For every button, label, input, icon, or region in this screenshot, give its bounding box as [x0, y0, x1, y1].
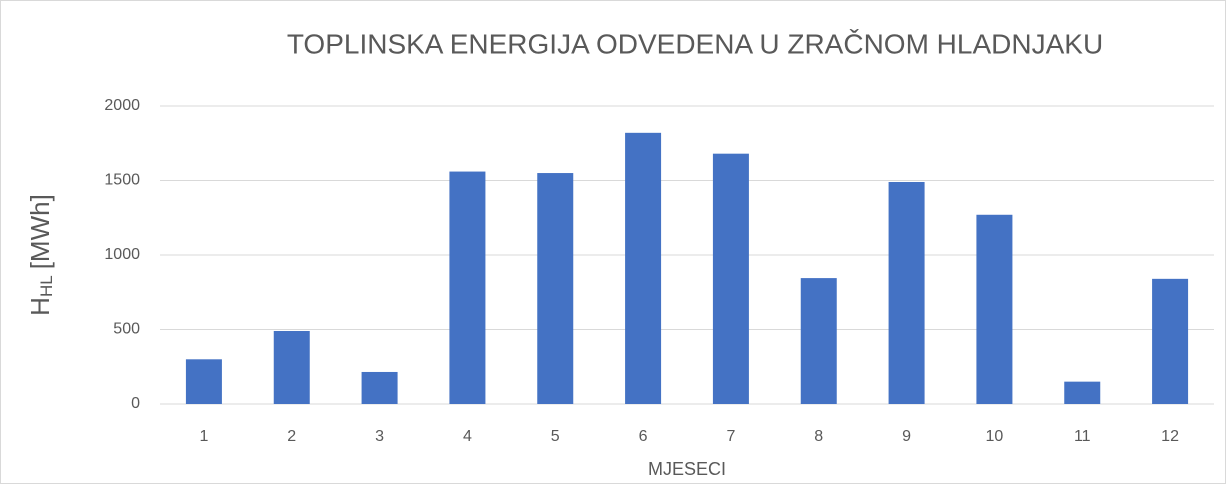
x-tick-label: 11	[1074, 428, 1091, 445]
bar	[537, 173, 574, 404]
x-tick-label: 3	[375, 428, 384, 445]
bar	[712, 153, 749, 404]
x-tick-label: 2	[287, 428, 296, 445]
bar	[273, 330, 310, 404]
bar	[1064, 381, 1101, 404]
x-tick-label: 10	[986, 428, 1004, 445]
y-tick-label: 2000	[104, 97, 140, 114]
bar	[449, 171, 486, 404]
chart-title: TOPLINSKA ENERGIJA ODVEDENA U ZRAČNOM HL…	[287, 28, 1103, 59]
y-tick-label: 500	[113, 321, 140, 338]
y-tick-label: 1500	[104, 172, 140, 189]
x-tick-label: 12	[1161, 428, 1179, 445]
bar	[185, 359, 222, 404]
x-tick-label: 4	[463, 428, 472, 445]
x-tick-label: 7	[726, 428, 735, 445]
x-axis-title: MJESECI	[648, 459, 726, 479]
bar	[361, 371, 398, 404]
bar	[976, 214, 1013, 404]
x-tick-label: 8	[814, 428, 823, 445]
y-axis-unit: [MWh]	[25, 194, 55, 269]
x-tick-label: 9	[902, 428, 911, 445]
y-axis-subscript: HL	[37, 275, 56, 297]
y-axis-title: HHL [MWh]	[25, 194, 57, 316]
y-tick-label: 1000	[104, 246, 140, 263]
x-tick-label: 1	[199, 428, 208, 445]
bar	[800, 278, 837, 404]
y-axis-symbol: H	[25, 297, 55, 316]
bar	[888, 181, 925, 404]
bar	[625, 132, 662, 404]
x-tick-label: 5	[551, 428, 560, 445]
y-tick-label: 0	[131, 395, 140, 412]
bar	[1152, 278, 1189, 404]
x-tick-label: 6	[639, 428, 648, 445]
